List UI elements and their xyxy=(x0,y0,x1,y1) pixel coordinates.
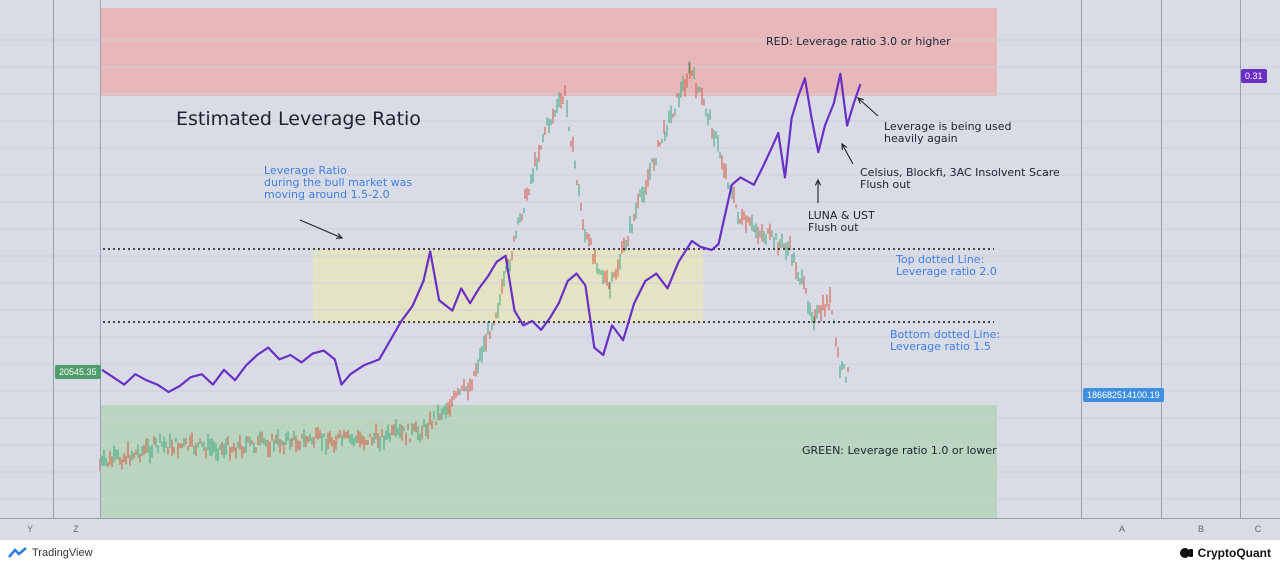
scale-label-y[interactable]: Y xyxy=(26,524,33,534)
series-layer xyxy=(101,72,862,394)
cryptoquant-logo[interactable]: CryptoQuant xyxy=(1179,546,1271,560)
luna-annotation: LUNA & UST Flush out xyxy=(808,209,875,234)
chart-title: Estimated Leverage Ratio xyxy=(176,108,421,130)
price-candles-layer xyxy=(99,61,849,471)
cryptoquant-icon xyxy=(1179,548,1193,558)
red-zone xyxy=(100,8,997,96)
leverage-series-line xyxy=(101,72,862,394)
chart-plot-area[interactable] xyxy=(0,0,1280,518)
tradingview-icon xyxy=(8,547,27,558)
celsius-arrow-head xyxy=(841,142,848,151)
red-zone-label: RED: Leverage ratio 3.0 or higher xyxy=(766,35,951,48)
celsius-annotation: Celsius, Blockfi, 3AC Insolvent Scare Fl… xyxy=(860,166,1060,191)
axis-divider-a xyxy=(1081,0,1082,518)
green-zone-label: GREEN: Leverage ratio 1.0 or lower xyxy=(802,444,997,457)
leverage-value-badge: 0.31 xyxy=(1241,69,1267,83)
axis-divider-c xyxy=(1240,0,1241,518)
zones-layer xyxy=(100,8,997,518)
top-dotted-line-label: Top dotted Line: Leverage ratio 2.0 xyxy=(896,253,997,278)
heavy-leverage-arrow-head xyxy=(857,97,864,104)
celsius-arrow xyxy=(841,143,854,165)
reference-lines-layer xyxy=(103,248,994,323)
reserve-value-badge: 186682514100.19 xyxy=(1083,388,1164,402)
price-badge: 20545.35 xyxy=(55,365,101,379)
green-zone xyxy=(100,405,997,518)
bottom-dotted-line-label: Bottom dotted Line: Leverage ratio 1.5 xyxy=(890,328,1001,353)
tradingview-label: TradingView xyxy=(32,547,93,559)
scale-label-b[interactable]: B xyxy=(1197,524,1204,534)
axis-divider-b xyxy=(1161,0,1162,518)
axis-divider-z xyxy=(53,0,54,518)
scale-strip: Y Z A B C xyxy=(0,518,1280,541)
heavy-leverage-arrow xyxy=(857,97,879,117)
tradingview-logo[interactable]: TradingView xyxy=(8,547,93,559)
bull-market-arrow xyxy=(299,219,343,239)
bull-market-arrow-head xyxy=(335,233,344,239)
cryptoquant-label: CryptoQuant xyxy=(1197,546,1271,560)
chart-frame: Estimated Leverage Ratio RED: Leverage r… xyxy=(0,0,1280,540)
bull-market-annotation: Leverage Ratio during the bull market wa… xyxy=(264,164,413,201)
luna-arrow-head xyxy=(814,178,822,186)
footer: TradingView CryptoQuant xyxy=(0,540,1280,567)
axis-divider-plot xyxy=(100,0,101,518)
gridlines-layer xyxy=(0,39,1280,500)
arrows-layer xyxy=(299,97,879,239)
heavy-leverage-annotation: Leverage is being used heavily again xyxy=(884,120,1012,145)
scale-label-c[interactable]: C xyxy=(1254,524,1262,534)
scale-label-z[interactable]: Z xyxy=(73,524,79,534)
scale-label-a[interactable]: A xyxy=(1118,524,1125,534)
